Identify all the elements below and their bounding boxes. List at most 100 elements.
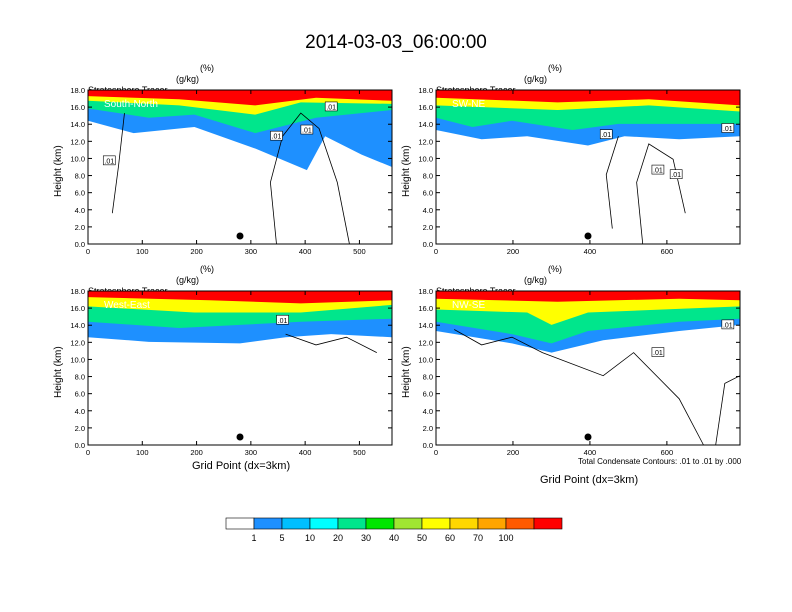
- x-tick-label: 400: [299, 448, 312, 457]
- contour-label-box: [276, 314, 289, 325]
- x-tick-label: 200: [507, 448, 520, 457]
- x-tick-label: 500: [353, 448, 366, 457]
- colorbar-label: 40: [389, 533, 399, 543]
- contour-label-box: [669, 169, 683, 179]
- colorbar-label: 30: [361, 533, 371, 543]
- y-tick-label: 16.0: [70, 304, 85, 313]
- y-tick-label: 14.0: [418, 120, 433, 129]
- y-tick-label: 2.0: [423, 223, 433, 232]
- y-tick-label: 14.0: [418, 321, 433, 330]
- x-tick-label: 600: [661, 448, 674, 457]
- y-axis-label: Height (km): [401, 346, 412, 398]
- y-tick-label: 4.0: [423, 407, 433, 416]
- colorbar-swatch: [477, 517, 507, 530]
- condensate-contour: [715, 375, 741, 446]
- x-tick-label: 200: [190, 247, 203, 256]
- y-tick-label: 14.0: [70, 120, 85, 129]
- header-unit1: (%): [200, 264, 214, 274]
- header-unit2: (g/kg): [524, 74, 548, 84]
- x-tick-label: 100: [136, 247, 149, 256]
- y-tick-label: 6.0: [75, 189, 85, 198]
- colorbar-swatch: [393, 517, 423, 530]
- x-tick-label: 500: [353, 247, 366, 256]
- colorbar-swatch: [253, 517, 283, 530]
- y-tick-label: 18.0: [418, 287, 433, 296]
- location-marker: [584, 433, 592, 441]
- panel-header-south-north: Stratosphere Tracer Total Condensate (%)…: [88, 63, 214, 162]
- contour-label-box: [651, 164, 665, 175]
- header-line1: Stratosphere Tracer: [88, 286, 168, 296]
- x-tick-label: 0: [434, 448, 438, 457]
- y-tick-label: 12.0: [70, 338, 85, 347]
- contour-label: .01: [653, 168, 663, 175]
- y-tick-label: 10.0: [418, 154, 433, 163]
- colorbar-swatch: [421, 517, 451, 530]
- header-line2: Total Condensate: [88, 319, 159, 329]
- contour-label-box: [721, 319, 735, 330]
- y-tick-label: 8.0: [423, 373, 433, 382]
- colorbar-label: 60: [445, 533, 455, 543]
- header-unit1: (%): [548, 63, 562, 73]
- y-tick-label: 4.0: [75, 206, 85, 215]
- y-tick-label: 6.0: [75, 390, 85, 399]
- y-axis-label: Height (km): [401, 145, 412, 197]
- y-tick-label: 12.0: [418, 338, 433, 347]
- colorbar-label: 1: [251, 533, 256, 543]
- x-tick-label: 600: [661, 247, 674, 256]
- y-tick-label: 18.0: [70, 287, 85, 296]
- y-tick-label: 14.0: [70, 321, 85, 330]
- colorbar-swatch: [225, 517, 255, 530]
- contour-label: .01: [653, 350, 663, 357]
- y-tick-label: 8.0: [75, 172, 85, 181]
- x-tick-label: 400: [584, 247, 597, 256]
- header-unit1: (%): [548, 264, 562, 274]
- y-tick-label: 16.0: [70, 103, 85, 112]
- colorbar-label: 50: [417, 533, 427, 543]
- colorbar-swatch: [505, 517, 535, 530]
- panel-header-west-east: Stratosphere Tracer Total Condensate (%)…: [88, 264, 214, 363]
- x-tick-label: 200: [190, 448, 203, 457]
- contour-note: Total Condensate Contours: .01 to .01 by…: [578, 457, 742, 466]
- colorbar-label: 10: [305, 533, 315, 543]
- y-tick-label: 16.0: [418, 103, 433, 112]
- x-tick-label: 300: [245, 247, 258, 256]
- y-tick-label: 0.0: [423, 240, 433, 249]
- panel-header-nw-se: Stratosphere Tracer Total Condensate (%)…: [436, 264, 562, 363]
- contour-label: .01: [326, 104, 336, 111]
- header-line1: Stratosphere Tracer: [436, 286, 516, 296]
- y-tick-label: 6.0: [423, 390, 433, 399]
- contour-label-box: [651, 347, 665, 357]
- y-tick-label: 18.0: [418, 86, 433, 95]
- condensate-contour: [605, 136, 619, 229]
- contour-label: .01: [278, 318, 288, 325]
- colorbar-label: 100: [498, 533, 513, 543]
- y-tick-label: 18.0: [70, 86, 85, 95]
- y-tick-label: 4.0: [423, 206, 433, 215]
- header-line2: Total Condensate: [436, 118, 507, 128]
- condensate-contour: [269, 112, 350, 245]
- y-axis-label: Height (km): [53, 145, 64, 197]
- header-line1: Stratosphere Tracer: [88, 85, 168, 95]
- y-tick-label: 12.0: [70, 137, 85, 146]
- header-line2: Total Condensate: [436, 319, 507, 329]
- location-marker: [236, 232, 244, 240]
- y-tick-label: 2.0: [75, 424, 85, 433]
- y-tick-label: 8.0: [75, 373, 85, 382]
- contour-label-box: [300, 124, 314, 135]
- panel-header-sw-ne: Stratosphere Tracer Total Condensate (%)…: [436, 63, 562, 162]
- y-tick-label: 8.0: [423, 172, 433, 181]
- header-unit2: (g/kg): [524, 275, 548, 285]
- y-tick-label: 2.0: [75, 223, 85, 232]
- x-tick-label: 0: [434, 247, 438, 256]
- contour-label: .01: [723, 126, 733, 133]
- y-axis-label: Height (km): [53, 346, 64, 398]
- y-tick-label: 10.0: [70, 154, 85, 163]
- location-marker: [584, 232, 592, 240]
- condensate-contour: [285, 333, 377, 353]
- y-tick-label: 12.0: [418, 137, 433, 146]
- contour-label-box: [721, 123, 735, 133]
- contour-label-box: [599, 129, 613, 139]
- x-tick-label: 400: [584, 448, 597, 457]
- y-tick-label: 0.0: [75, 441, 85, 450]
- figure-title: 2014-03-03_06:00:00: [305, 32, 487, 53]
